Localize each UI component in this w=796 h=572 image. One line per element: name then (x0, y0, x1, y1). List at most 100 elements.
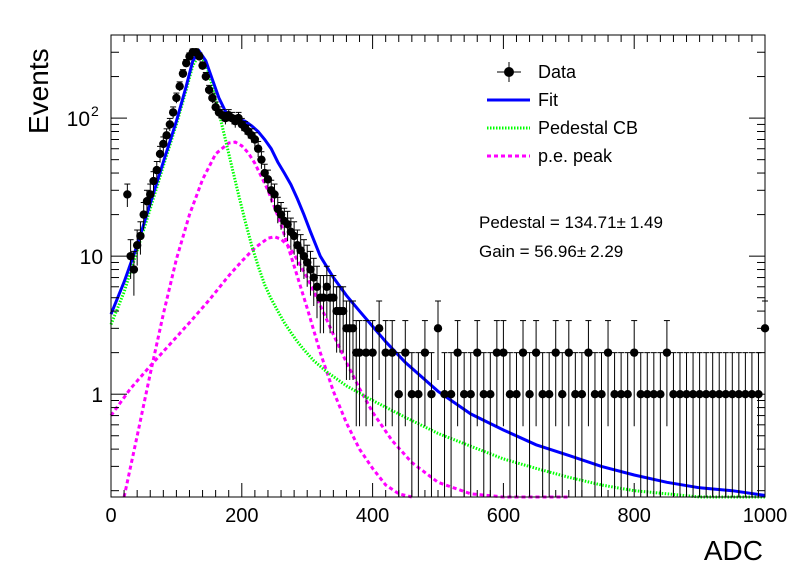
legend-item-fit: Fit (487, 90, 558, 110)
data-point (675, 352, 685, 497)
pedestal-cb-curve (109, 51, 765, 499)
legend-marker-icon (504, 67, 514, 77)
data-point (473, 320, 482, 427)
data-points-layer (123, 48, 770, 497)
data-point (407, 352, 417, 497)
data-point (616, 352, 626, 497)
data-point (518, 320, 528, 427)
data-point (283, 210, 292, 241)
x-tick-label: 400 (356, 505, 389, 527)
data-point (253, 140, 263, 158)
data-point (204, 84, 214, 95)
data-point (584, 320, 593, 427)
data-point (198, 61, 207, 70)
fit-curve (109, 48, 766, 497)
data-point (289, 221, 299, 255)
x-axis-label: ADC (704, 535, 763, 566)
data-point (721, 352, 730, 497)
y-tick-label: 10 (80, 246, 103, 269)
data-point (577, 352, 587, 497)
data-point (636, 352, 645, 497)
data-point (401, 320, 410, 427)
x-tick-label: 600 (487, 505, 520, 527)
data-point (178, 69, 188, 78)
data-point (499, 320, 508, 427)
data-point (195, 52, 204, 61)
x-tick-label: 200 (225, 505, 258, 527)
data-point (270, 183, 279, 207)
data-point (126, 239, 135, 279)
x-tick-label: 1000 (743, 505, 788, 527)
fit-results: Pedestal = 134.71± 1.49 Gain = 56.96± 2.29 (479, 213, 663, 261)
data-point (701, 352, 711, 497)
data-point (208, 92, 217, 104)
data-point (492, 320, 502, 427)
data-point (168, 106, 178, 119)
data-point (708, 352, 717, 497)
x-axis: 0 200 400 600 800 1000 (105, 35, 787, 527)
y-tick-exponent: 2 (91, 103, 99, 119)
legend-label-pedestal: Pedestal CB (538, 118, 638, 138)
y-axis-label: Events (23, 48, 54, 134)
data-point (136, 221, 145, 255)
data-point (129, 250, 139, 296)
data-point (388, 320, 397, 427)
data-point (669, 352, 678, 497)
data-point (551, 320, 560, 427)
data-point (695, 352, 704, 497)
data-point (590, 352, 600, 497)
data-point (544, 352, 554, 497)
data-point (453, 320, 462, 427)
data-point (558, 352, 567, 497)
pe-peak-2-curve (109, 235, 569, 499)
data-point (299, 239, 309, 279)
plot-frame (110, 34, 766, 498)
data-point (662, 320, 672, 427)
data-point (512, 352, 521, 497)
data-point (172, 92, 181, 104)
data-point (525, 352, 534, 497)
data-point (688, 352, 698, 497)
curve-layer (109, 48, 766, 499)
x-tick-label: 0 (105, 505, 116, 527)
gain-annotation: Gain = 56.96± 2.29 (479, 242, 623, 261)
legend-label-fit: Fit (538, 90, 558, 110)
data-point (446, 352, 456, 497)
data-point (610, 352, 619, 497)
data-point (312, 265, 322, 319)
legend-item-pedestal: Pedestal CB (487, 118, 638, 138)
legend-label-data: Data (538, 62, 577, 82)
data-point (715, 352, 724, 497)
data-point (381, 320, 390, 427)
data-point (623, 352, 632, 497)
data-point (479, 352, 488, 497)
data-point (433, 300, 443, 380)
data-point (152, 161, 161, 181)
data-point (603, 320, 613, 427)
data-point (564, 320, 573, 427)
data-point (734, 352, 744, 497)
y-tick-label: 10 (67, 108, 90, 131)
data-point (368, 320, 377, 427)
data-point (338, 286, 348, 353)
data-point (538, 352, 547, 497)
data-point (427, 352, 436, 497)
data-point (505, 352, 515, 497)
data-point (531, 320, 541, 427)
data-point (201, 71, 211, 81)
data-point (303, 244, 312, 287)
data-point (309, 257, 318, 306)
data-point (656, 352, 665, 497)
data-point (466, 352, 475, 497)
data-point (165, 117, 175, 132)
data-point (649, 352, 659, 497)
data-point (486, 352, 495, 497)
data-point (571, 352, 580, 497)
data-point (728, 352, 737, 497)
data-point (329, 275, 338, 334)
data-point (459, 352, 469, 497)
data-point (394, 352, 403, 497)
data-point (306, 250, 315, 296)
